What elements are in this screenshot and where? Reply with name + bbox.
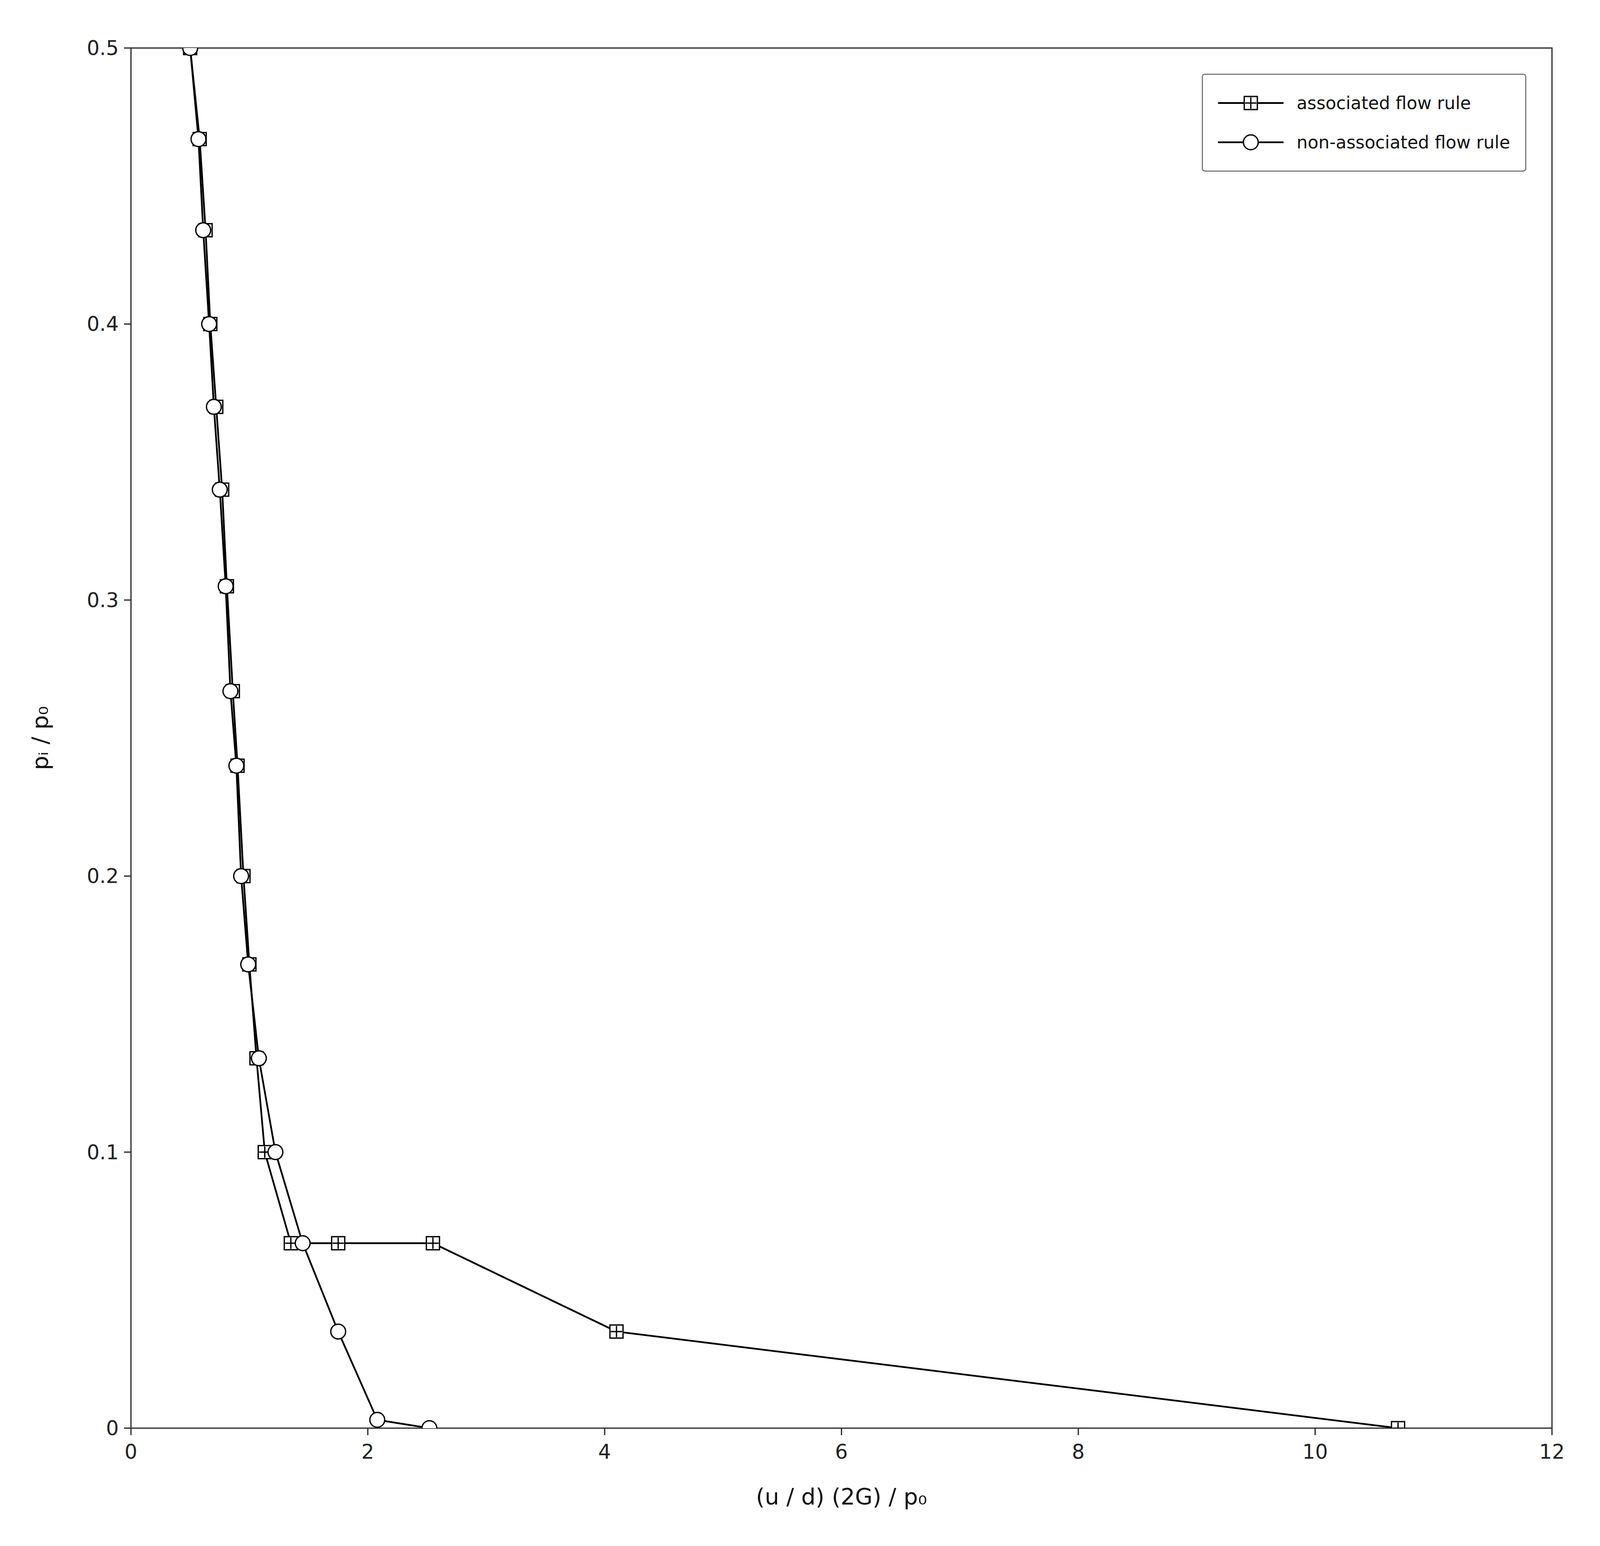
background [0,0,1600,1546]
data-point [295,1235,310,1251]
x-axis: 0 2 4 6 8 10 12 [124,1428,1565,1464]
legend-label: non-associated flow rule [1296,132,1511,153]
data-point [422,1421,437,1429]
y-tick [123,323,131,325]
x-tick [1551,1428,1553,1436]
x-tick [840,1428,843,1436]
marker-circle [218,578,234,594]
y-tick [123,1151,131,1153]
marker-circle [206,399,222,415]
marker-circle [201,316,217,332]
series-line [190,48,1399,1429]
y-tick-label: 0 [106,1416,119,1441]
marker-square [1391,1421,1405,1429]
marker-circle [223,683,238,699]
legend: associated flow rule non-associated flow … [1202,74,1526,172]
legend-frame [1202,74,1526,172]
marker-circle [233,868,249,884]
x-tick-label: 4 [598,1440,611,1464]
x-tick-label: 6 [835,1440,848,1464]
marker-plus [1245,97,1257,109]
marker-circle [268,1145,283,1160]
marker-square [426,1236,440,1250]
marker-circle [228,758,244,774]
y-tick-label: 0.1 [86,1140,119,1165]
marker-circle [195,222,211,238]
data-point [182,48,198,56]
data-point [195,222,211,238]
series-line [190,48,430,1429]
series-markers [183,48,1405,1429]
y-tick-label: 0.5 [86,36,119,60]
x-tick-label: 10 [1302,1440,1329,1464]
y-tick [123,875,131,878]
x-tick-label: 12 [1539,1440,1566,1464]
data-point [233,868,249,884]
marker-circle [422,1421,437,1429]
data-point [212,482,228,498]
data-point [223,683,238,699]
y-tick-label: 0.3 [86,588,119,613]
x-tick-label: 0 [124,1440,138,1464]
y-tick [123,599,131,601]
data-point [228,758,244,774]
legend-marker [1243,134,1259,150]
data-point [218,578,234,594]
marker-plus [332,1237,345,1250]
plot-frame [130,48,1552,1429]
marker-circle [240,957,256,973]
series-markers [182,48,437,1429]
chart: 0 2 4 6 8 10 12 0 0.1 0.2 0.3 0.4 0.5 (u / d) (2G) / … [0,0,1600,1546]
x-tick-label: 2 [361,1440,375,1464]
marker-circle [295,1235,310,1251]
y-tick [123,1427,131,1430]
marker-circle [330,1324,346,1340]
marker-circle [1243,134,1259,150]
data-point [206,399,222,415]
data-point [240,957,256,973]
x-tick [367,1428,369,1436]
data-point [609,1325,623,1339]
marker-plus [610,1326,623,1338]
y-axis-label: pᵢ / p₀ [27,706,54,771]
data-point [268,1145,283,1160]
data-point [201,316,217,332]
x-tick-label: 8 [1071,1440,1085,1464]
marker-circle [212,482,228,498]
marker-square [331,1236,345,1250]
y-tick [123,47,131,49]
marker-square [609,1325,623,1339]
marker-circle [251,1051,267,1067]
y-tick-label: 0.2 [86,864,119,888]
marker-circle [369,1412,385,1428]
y-tick-label: 0.4 [86,312,119,336]
marker-plus [1392,1422,1404,1429]
marker-circle [182,48,198,56]
marker-plus [427,1237,439,1250]
data-point [1391,1421,1405,1429]
marker-square [1244,96,1258,110]
data-point [251,1051,267,1067]
data-point [426,1236,440,1250]
data-point [369,1412,385,1428]
x-axis-label: (u / d) (2G) / p₀ [755,1483,927,1511]
plot-area [182,48,1405,1429]
data-point [331,1236,345,1250]
legend-marker [1244,96,1258,110]
x-tick [130,1428,132,1436]
legend-label: associated flow rule [1296,92,1471,114]
x-tick [1077,1428,1080,1436]
data-point [330,1324,346,1340]
x-tick [1314,1428,1316,1436]
y-axis: 0 0.1 0.2 0.3 0.4 0.5 [86,36,131,1441]
data-point [191,131,207,147]
marker-circle [191,131,207,147]
x-tick [604,1428,606,1436]
